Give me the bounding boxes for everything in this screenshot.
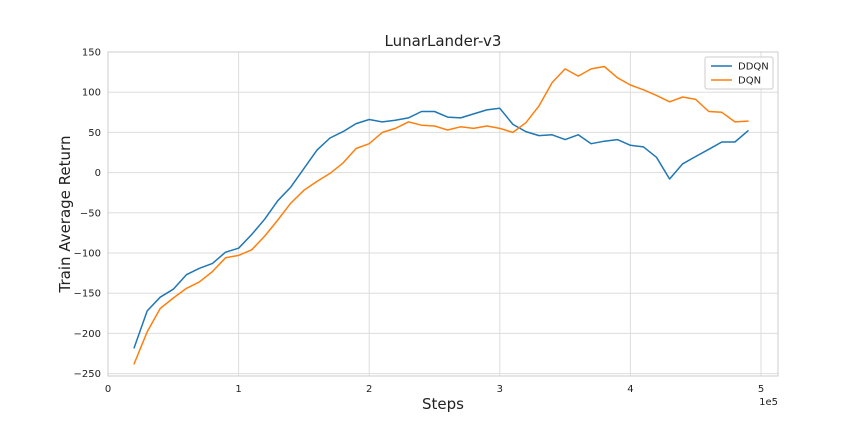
x-tick-label: 2 <box>366 384 372 395</box>
legend-box <box>704 56 774 90</box>
y-tick-label: 100 <box>82 88 101 99</box>
y-tick-label: −100 <box>74 248 101 259</box>
x-tick-label: 5 <box>758 384 764 395</box>
legend-label-dqn: DQN <box>738 76 761 87</box>
x-tick-label: 1 <box>235 384 241 395</box>
legend-label-ddqn: DDQN <box>738 62 769 73</box>
x-axis-label: Steps <box>422 395 464 413</box>
chart-title: LunarLander-v3 <box>385 32 502 50</box>
y-tick-label: −200 <box>74 329 101 340</box>
y-tick-label: −250 <box>74 369 101 380</box>
plot-frame <box>107 51 779 377</box>
tick-labels: −250 −200 −150 −100 −50 0 50 100 150 0 1 2 3 4 5 <box>74 48 765 396</box>
series-line-ddqn <box>133 107 749 349</box>
y-axis-label: Train Average Return <box>56 136 74 294</box>
series-lines <box>133 65 749 365</box>
y-tick-label: −50 <box>80 208 101 219</box>
series-line-dqn <box>133 65 749 365</box>
y-tick-label: 150 <box>82 48 101 59</box>
x-tick-label: 4 <box>627 384 633 395</box>
y-tick-label: 0 <box>95 168 101 179</box>
x-tick-label: 3 <box>497 384 503 395</box>
x-axis-offset-label: 1e5 <box>759 397 778 408</box>
legend: DDQN DQN <box>704 56 774 90</box>
y-tick-label: 50 <box>88 128 101 139</box>
y-tick-label: −150 <box>74 289 101 300</box>
x-tick-label: 0 <box>105 384 111 395</box>
